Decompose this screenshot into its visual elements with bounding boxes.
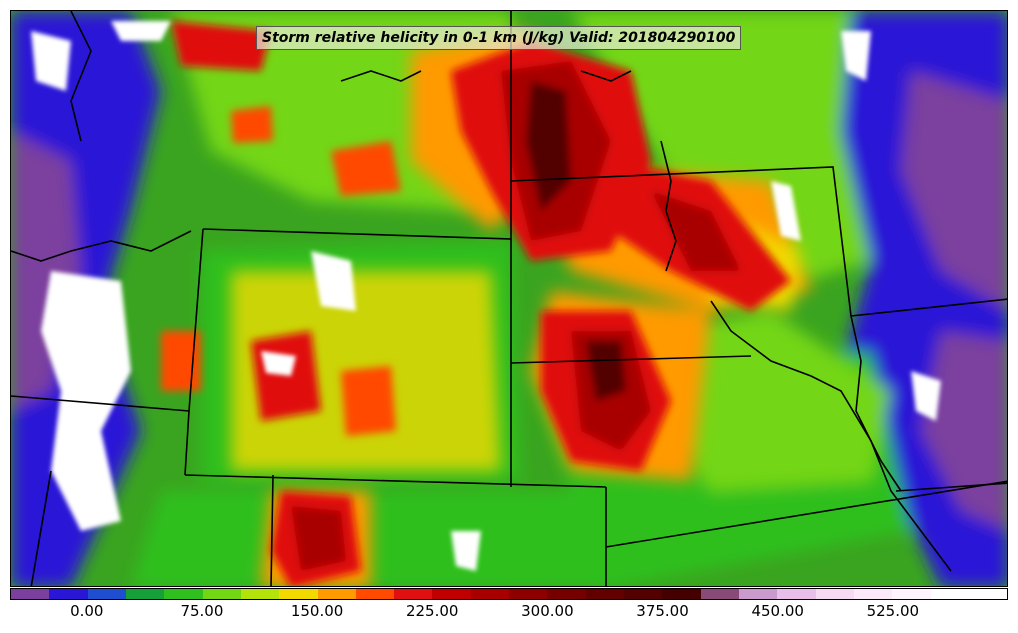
field-zero-areas [31, 21, 941, 571]
colorbar-segment [968, 589, 1008, 599]
colorbar-segment [87, 589, 126, 599]
colorbar-segment [509, 589, 548, 599]
colorbar-tick-label: 75.00 [180, 602, 224, 620]
colorbar-segment [279, 589, 318, 599]
helicity-field-map [11, 11, 1007, 586]
colorbar-segment [892, 589, 931, 599]
state-boundaries [11, 11, 1007, 586]
colorbar-segment [125, 589, 165, 599]
colorbar-segment [624, 589, 663, 599]
colorbar-segment [432, 589, 471, 599]
colorbar-segment [662, 589, 701, 599]
map-title: Storm relative helicity in 0-1 km (J/kg)… [262, 30, 736, 46]
colorbar-segment [240, 589, 280, 599]
colorbar-segment [547, 589, 586, 599]
colorbar-segment [585, 589, 624, 599]
colorbar-segment [853, 589, 893, 599]
colorbar-tick-label: 375.00 [636, 602, 689, 620]
colorbar-tick-label: 150.00 [290, 602, 344, 620]
colorbar-segment [11, 589, 50, 599]
colorbar-segment [777, 589, 816, 599]
colorbar [10, 588, 1008, 600]
colorbar-tick-label: 0.00 [70, 602, 104, 620]
map-panel: Storm relative helicity in 0-1 km (J/kg)… [10, 10, 1008, 587]
field-high-values [161, 21, 791, 586]
colorbar-segment [700, 589, 739, 599]
colorbar-segment [738, 589, 778, 599]
colorbar-tick-label: 300.00 [521, 602, 574, 620]
map-title-box: Storm relative helicity in 0-1 km (J/kg)… [256, 26, 742, 50]
colorbar-tick-label: 225.00 [405, 602, 459, 620]
colorbar-tick-labels: 0.00 75.00 150.00 225.00 300.00 375.00 450.00 5… [10, 602, 1008, 624]
rivers-and-borders [11, 11, 952, 572]
colorbar-segment [394, 589, 433, 599]
colorbar-segment [470, 589, 510, 599]
colorbar-tick-label: 525.00 [866, 602, 920, 620]
colorbar-segment [49, 589, 88, 599]
colorbar-segment [317, 589, 356, 599]
colorbar-segment [202, 589, 241, 599]
colorbar-segment [930, 589, 969, 599]
colorbar-segment [815, 589, 854, 599]
colorbar-segment [355, 589, 395, 599]
colorbar-segment [164, 589, 203, 599]
colorbar-tick-label: 450.00 [751, 602, 804, 620]
